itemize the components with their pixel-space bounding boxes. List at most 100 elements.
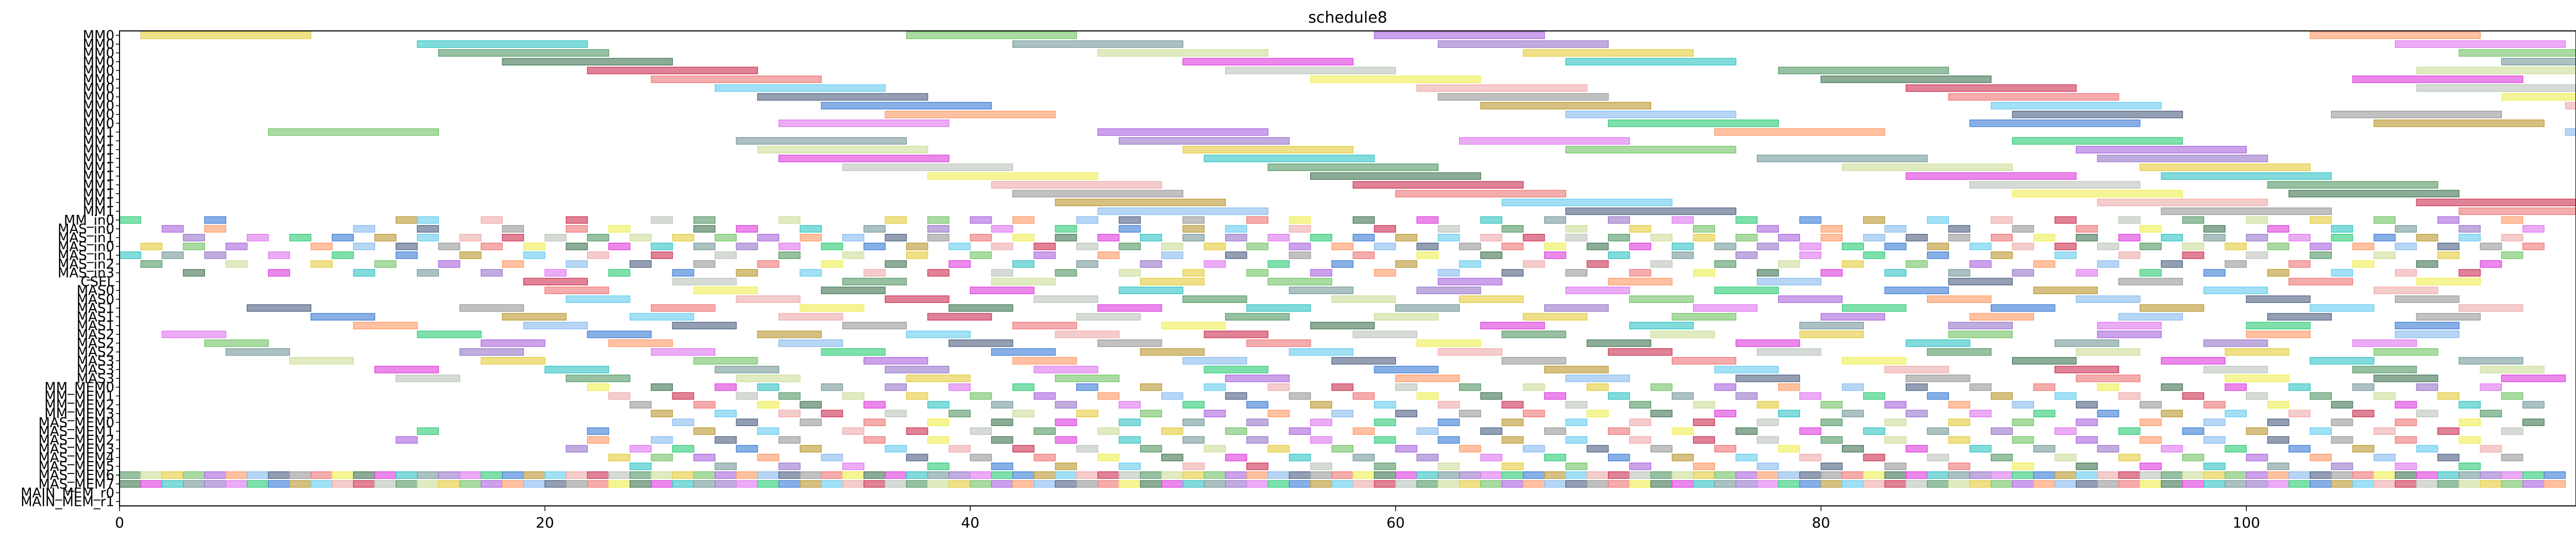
bar (2310, 453, 2332, 462)
bar (417, 427, 439, 435)
bar (1969, 181, 2141, 189)
bar (1374, 269, 1396, 277)
bar (693, 427, 716, 435)
bar (970, 392, 992, 400)
bar (1714, 410, 1737, 417)
bar (1756, 243, 1779, 250)
bar (1289, 453, 1311, 462)
bar (1267, 410, 1290, 417)
bar (2352, 480, 2375, 488)
bar (2395, 436, 2417, 444)
bar (459, 304, 524, 312)
bar (1225, 234, 1247, 242)
bar (1289, 427, 1311, 435)
bar (310, 260, 333, 268)
bar (1480, 321, 1545, 330)
bar (2012, 436, 2035, 444)
bar (2310, 392, 2332, 400)
bar (246, 480, 269, 488)
bar (2310, 480, 2332, 488)
y-tick-label: MM1 (83, 178, 114, 193)
bar (2076, 480, 2098, 488)
bar (1544, 251, 1566, 259)
bar (757, 93, 928, 101)
bar (2012, 243, 2035, 250)
bar (1374, 462, 1396, 470)
bar (2203, 269, 2226, 277)
bar (778, 471, 801, 479)
bar (1842, 410, 1864, 417)
bar (2033, 286, 2098, 294)
bar (1310, 234, 1332, 242)
bar (1204, 366, 1268, 374)
y-tick-label: MAS_MEM2 (38, 433, 114, 448)
bar (2182, 453, 2205, 462)
bar (1799, 216, 1822, 224)
bar (1182, 234, 1205, 242)
bar (161, 330, 227, 338)
bar (608, 480, 631, 488)
bar (630, 401, 652, 409)
bar (1927, 471, 1949, 479)
bar (608, 392, 631, 400)
bar (1012, 234, 1035, 242)
bar (2097, 260, 2120, 268)
bar (2480, 383, 2502, 391)
bar (1671, 392, 1694, 400)
bar (1416, 84, 1588, 92)
bar (1948, 462, 1971, 470)
bar (2501, 375, 2566, 382)
bar (2310, 304, 2375, 312)
bar (2139, 436, 2162, 444)
bar (1055, 225, 1077, 233)
bar (1097, 453, 1120, 462)
bar (1863, 427, 1886, 435)
bar (2012, 269, 2035, 277)
bar (1352, 453, 1375, 462)
bar (630, 234, 652, 242)
bar (927, 480, 950, 488)
bar (651, 243, 673, 250)
bar (1310, 269, 1332, 277)
bar (2331, 234, 2353, 242)
bar (1607, 278, 1673, 285)
bar (1480, 101, 1652, 110)
y-tick-label: MM_MEM2 (44, 398, 114, 413)
bar (991, 181, 1162, 189)
bar (970, 480, 992, 488)
bar (1161, 480, 1183, 488)
y-tick-label: MAIN_MEM_r0 (21, 485, 114, 501)
bar (1352, 392, 1375, 400)
bar (1650, 480, 1673, 488)
bar (587, 436, 609, 444)
bar (1267, 260, 1290, 268)
bar (1012, 216, 1035, 224)
bar (2054, 243, 2077, 250)
bar (1437, 401, 1460, 409)
bar (1055, 401, 1077, 409)
bar (1756, 348, 1822, 356)
bar (800, 418, 822, 427)
bar (2416, 471, 2438, 479)
bar (1884, 269, 1907, 277)
bar (1331, 243, 1354, 250)
bar (2139, 471, 2162, 479)
bar (1948, 234, 1971, 242)
bar (1863, 480, 1886, 488)
bar (1586, 410, 1609, 417)
bar (693, 401, 716, 409)
bar (2161, 234, 2183, 242)
bar (1204, 243, 1226, 250)
bar (1225, 313, 1290, 321)
bar (1416, 453, 1439, 462)
bar (1565, 234, 1588, 242)
bar (1225, 375, 1290, 382)
bar (1012, 480, 1035, 488)
bar (672, 445, 694, 453)
bar (1948, 480, 1971, 488)
y-tick-label: MM0 (83, 116, 114, 131)
bar (2310, 427, 2332, 435)
bar (2459, 207, 2576, 215)
bar (863, 401, 886, 409)
bar (1586, 339, 1652, 347)
